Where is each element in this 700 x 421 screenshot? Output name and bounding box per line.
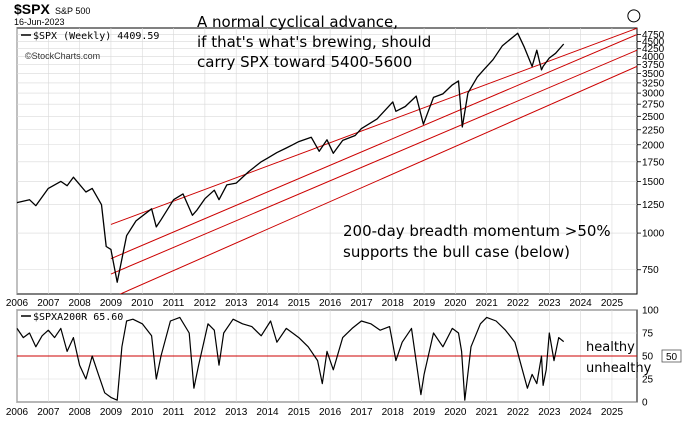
breadth-x-tick-label: 2018 [382, 407, 405, 418]
price-y-tick-label: 2000 [642, 140, 665, 151]
price-y-tick-label: 2500 [642, 112, 665, 123]
breadth-y-tick-label: 75 [642, 329, 654, 340]
price-x-tick-label: 2008 [69, 298, 92, 309]
breadth-x-tick-labels: 2006 2007 2008 2009 2010 2011 2012 2013 2014 2015… [6, 407, 624, 418]
breadth-y-tick-label: 100 [642, 306, 659, 317]
price-y-tick-label: 750 [642, 265, 659, 276]
price-series-group [16, 32, 565, 283]
breadth-x-tick-label: 2021 [476, 407, 499, 418]
price-y-tick-label: 4000 [642, 52, 665, 63]
threshold-badge [661, 349, 682, 363]
price-x-tick-label: 2007 [37, 298, 60, 309]
price-y-tick-label: 3500 [642, 69, 665, 80]
breadth-x-tick-label: 2023 [538, 407, 561, 418]
price-x-tick-label: 2023 [538, 298, 561, 309]
price-x-tick-label: 2009 [100, 298, 123, 309]
breadth-y-tick-labels: 100 75 50 25 0 [642, 306, 659, 409]
breadth-x-tick-label: 2019 [413, 407, 436, 418]
price-y-tick-label: 3250 [642, 78, 665, 89]
price-y-tick-labels: 4750450042504000375035003250300027502500… [637, 30, 665, 276]
price-y-tick-label: 4500 [642, 37, 665, 48]
annotation-line-4: 200-day breadth momentum >50% [343, 222, 611, 240]
price-y-tick-label: 3000 [642, 89, 665, 100]
price-y-tick-label: 4750 [642, 30, 665, 41]
price-x-tick-label: 2006 [6, 298, 29, 309]
breadth-x-tick-label: 2011 [163, 407, 185, 418]
price-y-tick-label: 3750 [642, 60, 665, 71]
price-x-tick-label: 2022 [507, 298, 530, 309]
channel-line-1 [110, 27, 638, 225]
price-y-tick-label: 2750 [642, 100, 665, 111]
ticker-symbol: $SPX [14, 1, 50, 17]
channel-line-3 [110, 49, 638, 275]
healthy-label: healthy [586, 340, 635, 355]
price-x-tick-label: 2019 [413, 298, 436, 309]
price-y-tick-label: 2250 [642, 125, 665, 136]
price-y-tick-label: 1250 [642, 200, 665, 211]
breadth-x-tick-label: 2008 [69, 407, 92, 418]
breadth-x-tick-label: 2024 [570, 407, 593, 418]
price-channel-lines [110, 27, 638, 294]
threshold-badge-label: 50 [666, 352, 678, 363]
breadth-grid [16, 309, 637, 403]
chart-date: 16-Jun-2023 [14, 17, 65, 27]
price-x-tick-labels: 2006 2007 2008 2009 2010 2011 2012 2013 2014 2015… [6, 298, 624, 309]
price-y-tick-label: 1500 [642, 177, 665, 188]
price-legend-label: $SPX (Weekly) 4409.59 [33, 31, 159, 42]
annotation-line-2: if that's what's brewing, should [197, 33, 431, 51]
price-y-tick-label: 1750 [642, 157, 665, 168]
breadth-x-tick-label: 2017 [350, 407, 373, 418]
price-x-tick-label: 2013 [225, 298, 248, 309]
price-x-tick-label: 2014 [256, 298, 279, 309]
price-x-tick-label: 2016 [319, 298, 342, 309]
price-x-tick-label: 2020 [444, 298, 467, 309]
price-series-line [16, 32, 565, 283]
price-x-tick-label: 2024 [570, 298, 593, 309]
watermark: ©StockCharts.com [25, 51, 100, 61]
breadth-x-tick-label: 2009 [100, 407, 123, 418]
breadth-x-tick-label: 2015 [288, 407, 311, 418]
target-marker [627, 9, 641, 23]
price-y-tick-label: 1000 [642, 229, 665, 240]
ticker-name: S&P 500 [55, 6, 90, 16]
price-x-tick-label: 2017 [350, 298, 373, 309]
breadth-x-tick-label: 2022 [507, 407, 530, 418]
price-x-tick-label: 2025 [601, 298, 624, 309]
breadth-y-tick-label: 50 [642, 352, 654, 363]
breadth-x-tick-label: 2020 [444, 407, 467, 418]
price-x-tick-label: 2010 [131, 298, 154, 309]
channel-line-2 [110, 34, 638, 260]
breadth-series-line [16, 316, 565, 401]
breadth-x-tick-label: 2013 [225, 407, 248, 418]
price-y-tick-label: 4250 [642, 44, 665, 55]
price-x-tick-label: 2018 [382, 298, 405, 309]
breadth-x-tick-label: 2014 [256, 407, 279, 418]
breadth-y-tick-label: 0 [642, 398, 648, 409]
breadth-x-tick-label: 2016 [319, 407, 342, 418]
annotation-line-3: carry SPX toward 5400-5600 [197, 53, 412, 71]
breadth-x-tick-label: 2006 [6, 407, 29, 418]
breadth-x-tick-label: 2025 [601, 407, 624, 418]
price-x-tick-label: 2015 [288, 298, 311, 309]
channel-line-4 [119, 65, 638, 294]
breadth-x-tick-label: 2010 [131, 407, 154, 418]
breadth-series-group [16, 316, 637, 401]
breadth-x-tick-label: 2007 [37, 407, 60, 418]
breadth-x-tick-label: 2012 [194, 407, 217, 418]
breadth-y-tick-label: 25 [642, 375, 654, 386]
annotation-line-5: supports the bull case (below) [343, 243, 570, 261]
price-x-tick-label: 2011 [163, 298, 185, 309]
price-x-tick-label: 2021 [476, 298, 499, 309]
breadth-legend-label: $SPXA200R 65.60 [33, 312, 123, 323]
annotation-line-1: A normal cyclical advance, [197, 13, 398, 31]
unhealthy-label: unhealthy [586, 361, 652, 376]
price-x-tick-label: 2012 [194, 298, 217, 309]
